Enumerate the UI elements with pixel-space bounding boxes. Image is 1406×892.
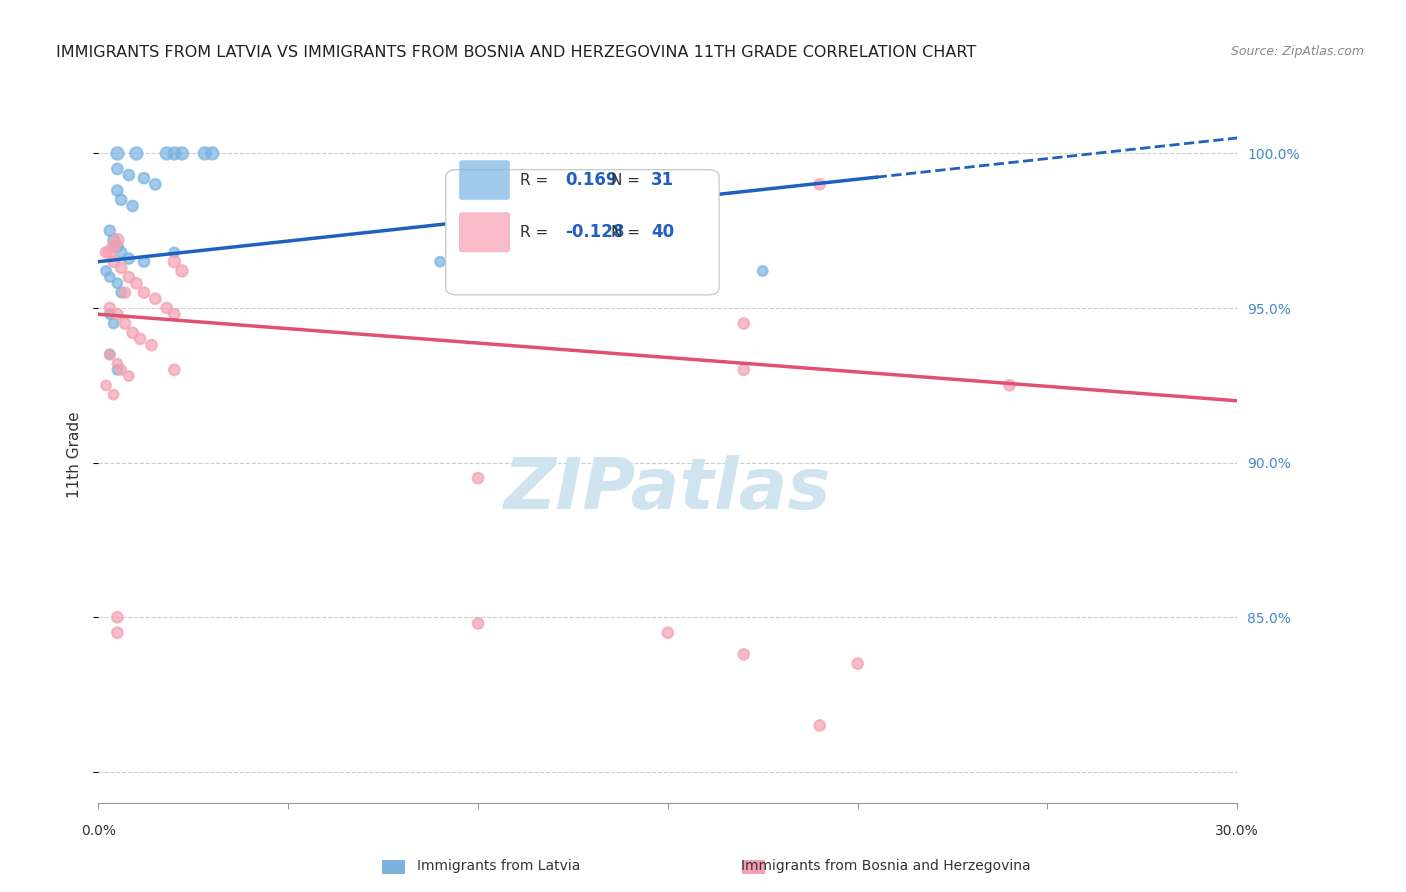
Point (118, 168, 141, 182)
Point (156, 301, 179, 315)
Point (98, 347, 121, 361)
Point (98, 224, 121, 238)
Point (94, 245, 117, 260)
Point (110, 260, 132, 275)
Point (98, 301, 121, 315)
Point (163, 245, 186, 260)
Point (125, 277, 148, 291)
Point (141, 338, 163, 352)
Point (132, 254, 155, 268)
Point (98, 245, 121, 260)
Point (132, 171, 155, 186)
Point (110, 363, 132, 377)
Point (103, 233, 125, 247)
Point (121, 199, 143, 213)
Point (107, 184, 129, 198)
Text: ZIPatlas: ZIPatlas (505, 455, 831, 524)
Point (98, 270, 121, 285)
Point (94, 378, 117, 392)
Point (98, 307, 121, 321)
Point (107, 307, 129, 321)
Point (103, 254, 125, 268)
Point (107, 363, 129, 377)
Text: 30.0%: 30.0% (1215, 823, 1260, 838)
Point (107, 146, 129, 161)
Text: IMMIGRANTS FROM LATVIA VS IMMIGRANTS FROM BOSNIA AND HERZEGOVINA 11TH GRADE CORR: IMMIGRANTS FROM LATVIA VS IMMIGRANTS FRO… (56, 45, 977, 60)
Point (733, 648, 755, 662)
Text: 40: 40 (651, 223, 673, 241)
Point (163, 363, 186, 377)
Point (118, 270, 141, 285)
Point (467, 471, 489, 485)
Point (170, 146, 193, 161)
Point (998, 378, 1021, 392)
Text: -0.128: -0.128 (565, 223, 624, 241)
FancyBboxPatch shape (460, 161, 509, 200)
Point (107, 161, 129, 176)
Point (125, 146, 148, 161)
Point (145, 178, 167, 192)
FancyBboxPatch shape (446, 169, 718, 295)
Point (103, 317, 125, 331)
Point (733, 363, 755, 377)
Point (118, 369, 141, 384)
Point (170, 264, 193, 278)
Text: 0.169: 0.169 (565, 171, 617, 189)
Point (145, 292, 167, 306)
Point (201, 146, 224, 161)
Point (118, 252, 141, 266)
Point (808, 718, 831, 732)
Point (129, 332, 152, 346)
Point (657, 625, 679, 640)
Point (94, 264, 117, 278)
FancyBboxPatch shape (460, 213, 509, 252)
Point (132, 285, 155, 300)
Y-axis label: 11th Grade: 11th Grade (66, 411, 82, 499)
Point (114, 285, 136, 300)
Text: N =: N = (612, 172, 640, 187)
Text: Immigrants from Bosnia and Herzegovina: Immigrants from Bosnia and Herzegovina (741, 859, 1031, 872)
Point (107, 625, 129, 640)
Point (163, 254, 186, 268)
Text: R =: R = (520, 225, 548, 240)
Point (194, 146, 217, 161)
Point (110, 285, 132, 300)
Point (103, 387, 125, 401)
Point (156, 146, 179, 161)
Point (163, 307, 186, 321)
Point (163, 146, 186, 161)
Point (110, 245, 132, 260)
Point (114, 317, 136, 331)
Text: 0.0%: 0.0% (82, 823, 115, 838)
Point (98, 347, 121, 361)
Point (107, 610, 129, 624)
Text: 31: 31 (651, 171, 673, 189)
Point (107, 357, 129, 371)
Text: N =: N = (612, 225, 640, 240)
Point (110, 193, 132, 207)
Point (467, 616, 489, 631)
Text: Immigrants from Latvia: Immigrants from Latvia (418, 859, 581, 872)
Point (103, 239, 125, 253)
Point (846, 657, 869, 671)
Point (752, 264, 775, 278)
Point (107, 233, 129, 247)
Text: Source: ZipAtlas.com: Source: ZipAtlas.com (1230, 45, 1364, 58)
Point (107, 277, 129, 291)
Point (808, 178, 831, 192)
Point (121, 326, 143, 340)
Point (733, 317, 755, 331)
Text: R =: R = (520, 172, 548, 187)
Point (429, 254, 451, 268)
Point (107, 239, 129, 253)
